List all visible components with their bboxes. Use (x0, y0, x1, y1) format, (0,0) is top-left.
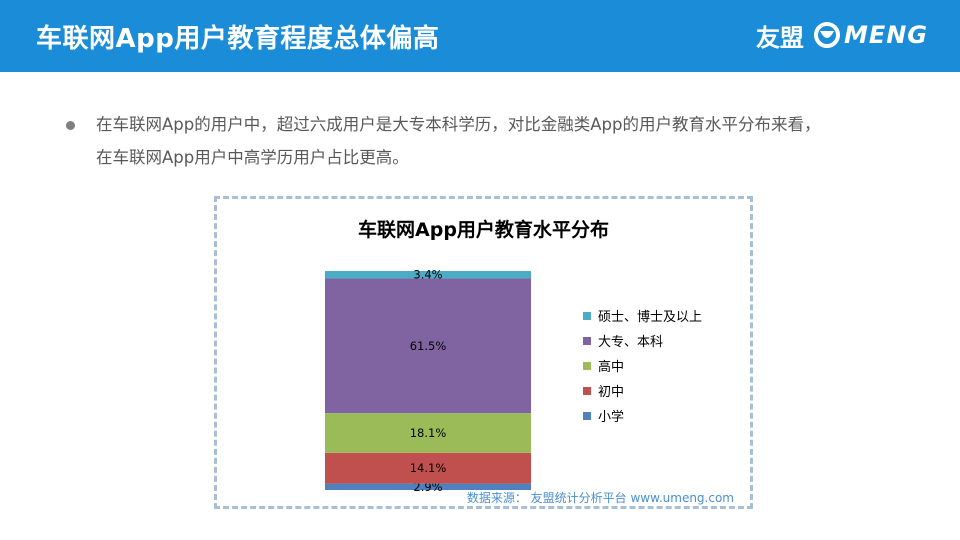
umeng-logo-icon (813, 22, 840, 48)
legend-swatch-icon (583, 361, 591, 370)
header-bar: 车联网App用户教育程度总体偏高 友盟 MENG (0, 0, 960, 72)
legend-label: 硕士、博士及以上 (598, 310, 703, 325)
chart-title: 车联网App用户教育水平分布 (358, 219, 609, 241)
brand-logo-group: 友盟 MENG (755, 20, 928, 52)
brand-cn-text: 友盟 (755, 23, 804, 52)
legend-item: 大专、本科 (583, 328, 702, 353)
legend-swatch-icon (583, 311, 591, 320)
legend-swatch-icon (583, 411, 591, 420)
bar-data-label-3: 61.5% (410, 339, 447, 353)
bullet-dot-icon (66, 121, 75, 130)
legend-item: 硕士、博士及以上 (583, 303, 702, 328)
legend-item: 初中 (583, 378, 702, 403)
bar-data-label-2: 18.1% (410, 426, 447, 440)
bar-segment-1 (325, 452, 531, 484)
brand-en-text: MENG (843, 21, 928, 49)
bar-data-label-4: 3.4% (413, 268, 442, 282)
bar-segment-0 (325, 483, 531, 490)
stacked-bar-chart: 2.9%14.1%18.1%61.5%3.4% (325, 268, 531, 494)
bar-data-label-1: 14.1% (410, 461, 447, 475)
legend-swatch-icon (583, 336, 591, 345)
data-source-note: 数据来源： 友盟统计分析平台 www.umeng.com (466, 491, 734, 505)
legend-label: 小学 (598, 410, 625, 425)
legend-label: 大专、本科 (598, 335, 664, 350)
legend-item: 小学 (583, 403, 702, 428)
legend-swatch-icon (583, 386, 591, 395)
bar-segment-2 (325, 413, 531, 453)
bar-segment-4 (325, 271, 531, 279)
legend-label: 高中 (598, 360, 625, 375)
chart-container: 车联网App用户教育水平分布 2.9% 14.1% 18.1% 61.5% 3.4% 硕… (214, 196, 753, 509)
legend-item: 高中 (583, 353, 702, 378)
intro-paragraph: 在车联网App的用户中，超过六成用户是大专本科学历，对比金融类App的用户教育水… (96, 115, 821, 167)
chart-legend: 硕士、博士及以上 大专、本科高中初中小学 (583, 303, 702, 428)
legend-label: 初中 (598, 385, 625, 400)
bar-segment-3 (325, 278, 531, 414)
page-title: 车联网App用户教育程度总体偏高 (36, 24, 440, 54)
